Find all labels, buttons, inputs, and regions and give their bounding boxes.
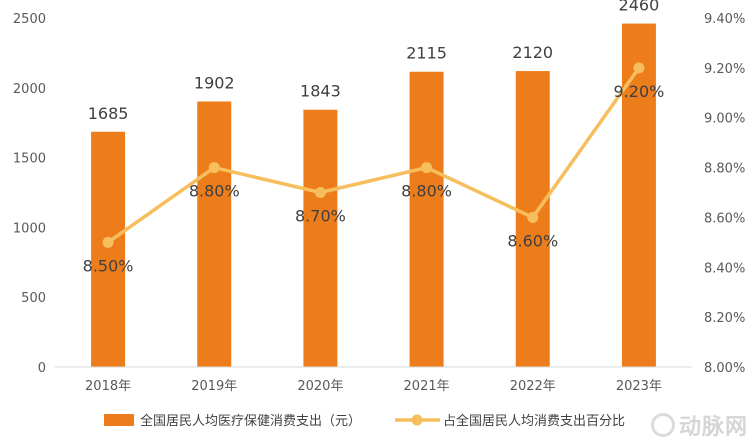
bar-value-label: 2460 <box>619 0 660 15</box>
right-tick-label: 8.40% <box>704 261 745 276</box>
bar-value-label: 1685 <box>88 104 129 123</box>
left-tick-label: 2000 <box>13 82 46 97</box>
legend-line-label: 占全国居民人均消费支出百分比 <box>443 413 625 429</box>
line-series <box>102 62 645 248</box>
left-tick-label: 500 <box>21 291 46 306</box>
watermark: 动脉网 <box>650 409 748 441</box>
bar-data-labels: 1685 1902 1843 2115 2120 2460 <box>88 0 660 123</box>
bar-value-label: 1843 <box>300 82 341 101</box>
right-tick-label: 8.20% <box>704 311 745 326</box>
bar-2019年 <box>197 101 232 367</box>
bar-value-label: 2115 <box>406 44 447 63</box>
left-y-axis: 0 500 1000 1500 2000 2500 <box>13 12 46 376</box>
bar-2018年 <box>91 131 126 367</box>
watermark-text: 动脉网 <box>678 415 748 440</box>
bar-2021年 <box>409 71 444 367</box>
line-data-labels: 8.50% 8.80% 8.70% 8.80% 8.60% 9.20% <box>83 82 665 276</box>
watermark-logo-icon <box>650 413 675 437</box>
line-value-label: 8.60% <box>507 231 558 250</box>
right-tick-label: 9.40% <box>704 12 745 27</box>
legend-bar-swatch <box>104 414 134 426</box>
x-tick-label: 2021年 <box>404 379 450 394</box>
right-tick-label: 8.60% <box>704 211 745 226</box>
line-point-2023年 <box>633 62 645 74</box>
legend-bar-label: 全国居民人均医疗保健消费支出（元） <box>140 413 361 429</box>
bar-value-label: 2120 <box>512 43 553 62</box>
legend: 全国居民人均医疗保健消费支出（元） 占全国居民人均消费支出百分比 <box>104 413 625 429</box>
x-tick-label: 2019年 <box>191 379 237 394</box>
line-value-label: 8.80% <box>401 182 452 201</box>
x-tick-label: 2020年 <box>297 379 343 394</box>
bar-value-label: 1902 <box>194 73 235 92</box>
left-tick-label: 1000 <box>13 221 46 236</box>
percent-line <box>107 66 641 244</box>
x-tick-label: 2018年 <box>85 379 131 394</box>
x-tick-label: 2023年 <box>616 379 662 394</box>
left-tick-label: 2500 <box>13 12 46 27</box>
legend-line-marker <box>411 414 423 426</box>
line-value-label: 8.70% <box>295 207 346 226</box>
line-point-2020年 <box>314 187 326 198</box>
left-tick-label: 0 <box>38 361 46 376</box>
line-value-label: 8.80% <box>189 182 240 201</box>
right-tick-label: 8.80% <box>704 162 745 177</box>
line-point-2022年 <box>527 211 539 223</box>
line-point-2018年 <box>102 236 114 248</box>
line-point-2021年 <box>421 162 433 174</box>
line-point-2019年 <box>208 162 220 174</box>
line-value-label: 8.50% <box>83 256 134 275</box>
right-tick-label: 9.00% <box>704 112 745 127</box>
x-tick-label: 2022年 <box>510 379 556 394</box>
line-value-label: 9.20% <box>614 82 665 101</box>
bar-2020年 <box>303 109 338 368</box>
left-tick-label: 1500 <box>13 152 46 167</box>
right-tick-label: 9.20% <box>704 62 745 77</box>
right-tick-label: 8.00% <box>704 361 745 376</box>
bar-2023年 <box>621 23 656 368</box>
right-y-axis: 8.00% 8.20% 8.40% 8.60% 8.80% 9.00% 9.20% 9.40% <box>704 12 745 376</box>
x-axis: 2018年 2019年 2020年 2021年 2022年 2023年 <box>55 366 692 394</box>
